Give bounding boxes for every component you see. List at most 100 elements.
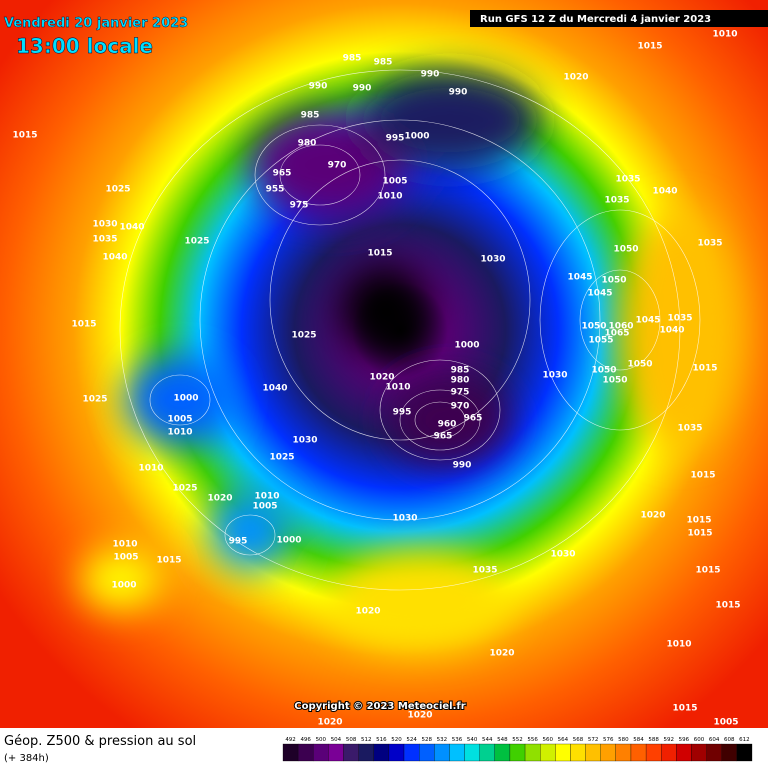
- isobar-label: 965: [434, 432, 453, 442]
- colorbar-label: 584: [633, 737, 644, 743]
- isobar-label: 1020: [355, 607, 380, 617]
- isobar-label: 1035: [697, 239, 722, 249]
- isobar-label: 985: [374, 58, 393, 68]
- colorbar-cell: [721, 743, 738, 762]
- isobar-label: 1000: [111, 581, 136, 591]
- isobar-label: 985: [301, 111, 320, 121]
- isobar-label: 1030: [550, 550, 575, 560]
- isobar-label: 1025: [172, 484, 197, 494]
- colorbar-cell: [691, 743, 707, 762]
- colorbar-label: 508: [346, 737, 357, 743]
- isobar-label: 1040: [119, 223, 144, 233]
- colorbar-label: 544: [482, 737, 493, 743]
- colorbar-label: 612: [739, 737, 750, 743]
- colorbar-label: 572: [588, 737, 599, 743]
- isobar-label: 1000: [173, 394, 198, 404]
- isobar-label: 1025: [184, 237, 209, 247]
- colorbar-cell: [313, 743, 329, 762]
- isobar-label: 990: [309, 82, 328, 92]
- isobar-label: 1005: [713, 718, 738, 728]
- isobar-label: 1045: [567, 273, 592, 283]
- colorbar-label: 540: [467, 737, 478, 743]
- isobar-label: 1025: [291, 331, 316, 341]
- colorbar-label: 496: [300, 737, 311, 743]
- isobar-label: 1040: [262, 384, 287, 394]
- colorbar-cell: [403, 743, 420, 762]
- isobar-label: 1005: [382, 177, 407, 187]
- isobar-label: 1065: [604, 329, 629, 339]
- colorbar-label: 532: [437, 737, 448, 743]
- isobar-label: 965: [464, 414, 483, 424]
- isobar-label: 1055: [588, 336, 613, 346]
- colorbar-cell: [600, 743, 616, 762]
- colorbar-cell: [585, 743, 601, 762]
- isobar-label: 1025: [105, 185, 130, 195]
- isobar-label: 960: [438, 420, 457, 430]
- colorbar-cell: [479, 743, 495, 762]
- colorbar-label: 560: [543, 737, 554, 743]
- isobar-label: 955: [266, 185, 285, 195]
- colorbar-cell: [645, 743, 662, 762]
- lead-time: (+ 384h): [4, 753, 49, 764]
- colorbar-cell: [297, 743, 314, 762]
- isobar-label: 1010: [112, 540, 137, 550]
- colorbar-cell: [449, 743, 465, 762]
- isobar-label: 990: [453, 461, 472, 471]
- isobar-label: 1005: [252, 502, 277, 512]
- isobar-label: 1010: [254, 492, 279, 502]
- isobar-label: 1045: [587, 289, 612, 299]
- colorbar-label: 520: [391, 737, 402, 743]
- isobar-label: 1025: [82, 395, 107, 405]
- isobar-label: 970: [451, 402, 470, 412]
- isobar-label: 1035: [667, 314, 692, 324]
- copyright: Copyright © 2023 Meteociel.fr: [294, 701, 465, 712]
- isobar-label: 1040: [659, 326, 684, 336]
- isobar-label: 1020: [563, 73, 588, 83]
- colorbar-cell: [464, 743, 480, 762]
- isobar-label: 1025: [269, 453, 294, 463]
- colorbar-cell: [676, 743, 692, 762]
- isobar-label: 1030: [92, 220, 117, 230]
- isobar-label: 1010: [377, 192, 402, 202]
- isobar-label: 1035: [615, 175, 640, 185]
- isobar-label: 995: [393, 408, 412, 418]
- colorbar-cell: [343, 743, 359, 762]
- isobar-label: 1050: [613, 245, 638, 255]
- isobar-label: 995: [229, 537, 248, 547]
- isobar-labels: 985 985 990 990 990 990 1020 1015 1010 1015 985 995…: [12, 30, 740, 728]
- isobar-label: 1010: [666, 640, 691, 650]
- colorbar-cell: [358, 743, 374, 762]
- date: Vendredi 20 janvier 2023: [4, 16, 188, 31]
- colorbar-label: 516: [376, 737, 387, 743]
- isobar-label: 1015: [156, 556, 181, 566]
- colorbar-label: 536: [452, 737, 463, 743]
- colorbar-label: 504: [331, 737, 342, 743]
- colorbar-label: 568: [573, 737, 584, 743]
- isobar-label: 1060: [608, 322, 633, 332]
- colorbar-label: 556: [527, 737, 538, 743]
- isobar-label: 975: [290, 201, 309, 211]
- colorbar-cell: [540, 743, 556, 762]
- colorbar-cell: [282, 743, 299, 762]
- colorbar-cell: [509, 743, 526, 762]
- colorbar-label: 548: [497, 737, 508, 743]
- isobar-label: 995: [386, 134, 405, 144]
- isobar-label: 965: [273, 169, 292, 179]
- local-time: 13:00 locale: [16, 34, 153, 58]
- isobar-label: 1010: [167, 428, 192, 438]
- colorbar-label: 580: [618, 737, 629, 743]
- isobar-label: 1000: [454, 341, 479, 351]
- isobar-label: 1030: [292, 436, 317, 446]
- colorbar-cell: [615, 743, 632, 762]
- isobar-label: 1050: [602, 376, 627, 386]
- isobar-label: 1010: [385, 383, 410, 393]
- isobar-label: 1050: [627, 360, 652, 370]
- isobar-label: 1020: [317, 718, 342, 728]
- colorbar-cell: [524, 743, 541, 762]
- colorbar-label: 600: [694, 737, 705, 743]
- isobar-label: 1010: [712, 30, 737, 40]
- isobar-label: 1050: [581, 322, 606, 332]
- isobar-label: 1015: [690, 471, 715, 481]
- isobar-label: 985: [343, 54, 362, 64]
